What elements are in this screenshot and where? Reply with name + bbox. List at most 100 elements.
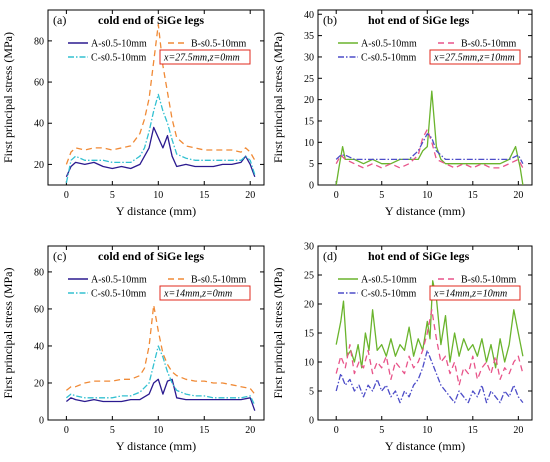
panel-label: (a) [53, 13, 66, 27]
y-tick-label: 15 [304, 116, 314, 127]
y-tick-label: 80 [34, 267, 44, 278]
x-tick-label: 20 [245, 190, 255, 201]
x-axis-label: Y distance (mm) [385, 439, 465, 453]
legend-label: C-s0.5-10mm [91, 53, 147, 64]
y-tick-label: 15 [304, 329, 314, 340]
y-tick-label: 5 [309, 159, 314, 170]
legend: A-s0.5-10mm B-s0.5-10mm C-s0.5-10mm [338, 275, 517, 300]
y-tick-label: 0 [309, 181, 314, 192]
chart-panel-a: 0 5 10 15 20 20 40 60 80 Y distance (mm) First pri… [1, 9, 265, 218]
x-tick-label: 20 [245, 425, 255, 436]
x-tick-label: 5 [379, 425, 384, 436]
series-line-1 [335, 280, 524, 369]
x-tick-label: 15 [199, 425, 209, 436]
panel-label: (b) [323, 13, 337, 27]
legend-label: C-s0.5-10mm [361, 53, 417, 64]
series-group [335, 280, 524, 404]
y-tick-label: 10 [304, 138, 314, 149]
y-axis-label: First principal stress (MPa) [1, 268, 15, 399]
series-line-2 [65, 23, 256, 165]
y-tick-label: 0 [39, 416, 44, 427]
series-group [65, 23, 256, 184]
y-tick-label: 40 [34, 341, 44, 352]
legend: A-s0.5-10mm B-s0.5-10mm C-s0.5-10mm [68, 39, 247, 64]
legend-label: A-s0.5-10mm [361, 275, 417, 286]
series-line-1 [335, 90, 524, 185]
series-line-2 [65, 304, 256, 395]
series-line-3 [335, 349, 524, 404]
annotation-text: x=27.5mm,z=0mm [163, 53, 240, 64]
y-tick-label: 0 [309, 416, 314, 427]
legend-label: C-s0.5-10mm [91, 289, 147, 300]
x-tick-label: 20 [513, 425, 523, 436]
chart-title: hot end of SiGe legs [368, 13, 470, 27]
legend-label: B-s0.5-10mm [461, 275, 517, 286]
series-line-3 [65, 93, 256, 184]
y-tick-label: 25 [304, 74, 314, 85]
chart-panel-c: 0 5 10 15 20 0 20 40 60 80 Y distance (mm) First pr… [1, 245, 265, 453]
x-tick-label: 10 [153, 425, 163, 436]
y-tick-label: 30 [304, 52, 314, 63]
x-axis-label: Y distance (mm) [116, 439, 196, 453]
x-tick-label: 5 [379, 190, 384, 201]
y-tick-label: 20 [304, 95, 314, 106]
x-tick-label: 10 [422, 190, 432, 201]
x-tick-label: 10 [422, 425, 432, 436]
legend-label: A-s0.5-10mm [91, 275, 147, 286]
legend-label: B-s0.5-10mm [191, 39, 247, 50]
legend-label: C-s0.5-10mm [361, 289, 417, 300]
x-tick-label: 0 [64, 190, 69, 201]
y-tick-label: 60 [34, 304, 44, 315]
y-tick-label: 20 [34, 160, 44, 171]
series-line-2 [335, 128, 524, 169]
chart-panel-b: 0 5 10 15 20 0 5 10 15 20 25 30 35 40 Y distance (mm) F… [271, 9, 533, 218]
series-line-1 [65, 378, 256, 411]
annotation-box [159, 285, 251, 301]
axes-frame [317, 9, 533, 186]
series-group [65, 304, 256, 411]
chart-panel-d: 0 5 10 15 20 0 5 10 15 20 25 30 Y distance (mm) First… [271, 242, 533, 453]
legend: A-s0.5-10mm B-s0.5-10mm C-s0.5-10mm [68, 275, 247, 300]
x-tick-label: 20 [513, 190, 523, 201]
legend-label: A-s0.5-10mm [91, 39, 147, 50]
panel-label: (d) [323, 249, 337, 263]
annotation-text: x=14mm,z=10mm [433, 289, 507, 300]
y-axis-label: First principal stress (MPa) [1, 32, 15, 163]
y-axis-label: First principal stress (MPa) [271, 268, 285, 399]
annotation-box [159, 49, 251, 65]
y-tick-label: 20 [34, 378, 44, 389]
y-tick-label: 5 [309, 387, 314, 398]
y-tick-label: 80 [34, 36, 44, 47]
x-tick-label: 0 [334, 425, 339, 436]
x-axis-label: Y distance (mm) [385, 204, 465, 218]
legend-label: B-s0.5-10mm [461, 39, 517, 50]
y-tick-label: 25 [304, 271, 314, 282]
chart-title: hot end of SiGe legs [368, 249, 470, 263]
y-axis-label: First principal stress (MPa) [271, 32, 285, 163]
x-tick-label: 0 [64, 425, 69, 436]
annotation-box [429, 285, 521, 301]
y-tick-label: 20 [304, 300, 314, 311]
x-tick-label: 15 [468, 190, 478, 201]
x-tick-label: 10 [153, 190, 163, 201]
legend-label: A-s0.5-10mm [361, 39, 417, 50]
axes-frame [47, 245, 265, 421]
y-tick-label: 40 [34, 119, 44, 130]
x-tick-label: 0 [334, 190, 339, 201]
annotation-box [429, 49, 521, 65]
legend-label: B-s0.5-10mm [191, 275, 247, 286]
series-line-3 [335, 133, 524, 165]
y-tick-label: 40 [304, 10, 314, 21]
x-tick-label: 5 [110, 190, 115, 201]
annotation-text: x=14mm,z=0mm [163, 289, 232, 300]
panel-label: (c) [53, 249, 66, 263]
x-axis-label: Y distance (mm) [116, 204, 196, 218]
chart-title: cold end of SiGe legs [98, 249, 204, 263]
y-tick-label: 35 [304, 31, 314, 42]
series-line-3 [65, 345, 256, 406]
series-group [335, 90, 524, 185]
x-tick-label: 5 [110, 425, 115, 436]
y-tick-label: 60 [34, 78, 44, 89]
chart-title: cold end of SiGe legs [98, 13, 204, 27]
